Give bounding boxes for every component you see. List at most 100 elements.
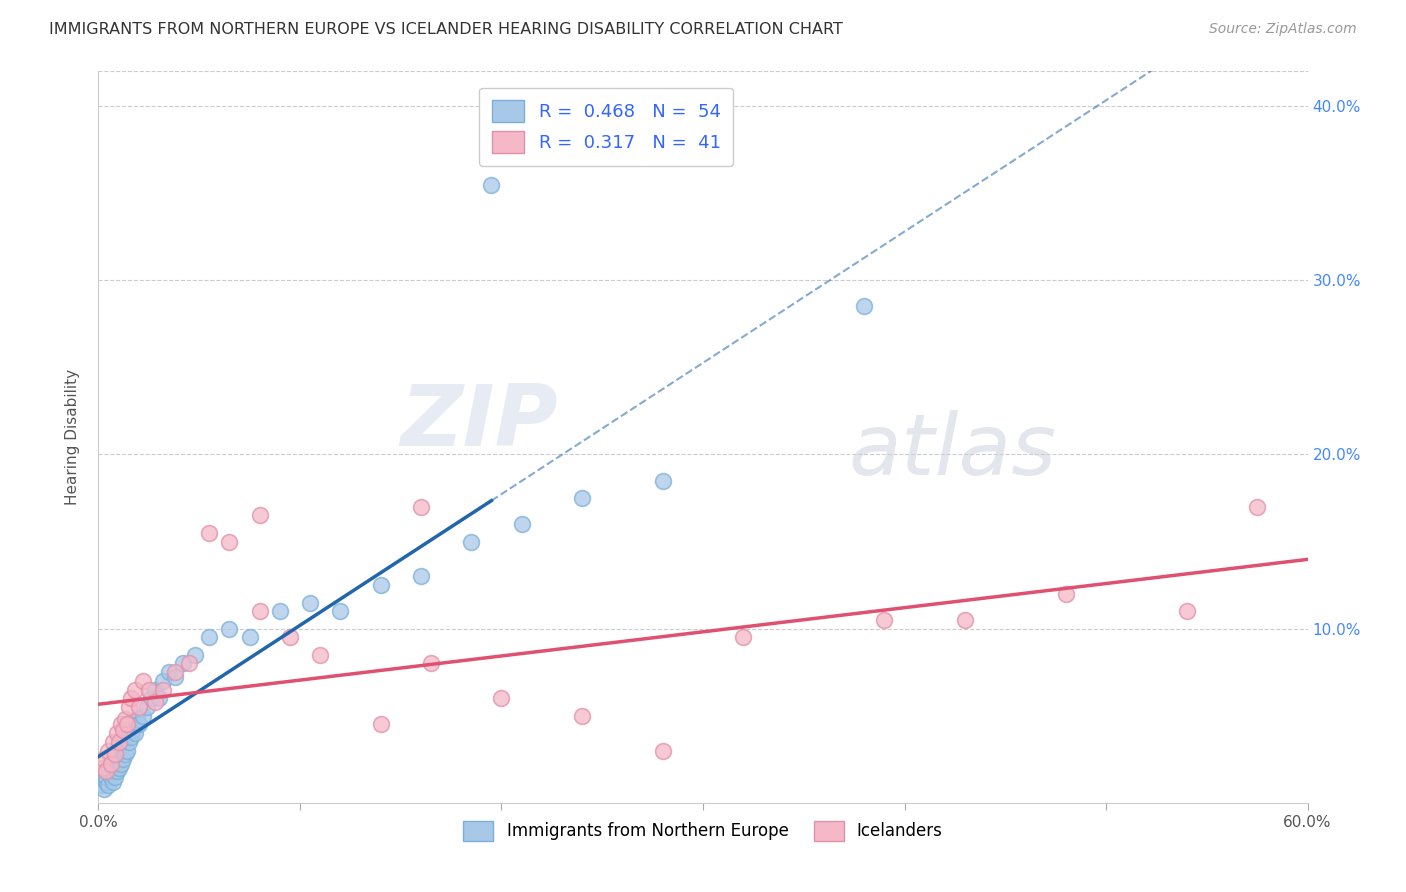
Point [152,673,174,688]
Point [96,770,118,784]
Point [132,708,155,723]
Point [218,534,240,549]
Point [198,631,221,645]
Point [299,595,322,609]
Point [118,735,141,749]
Point [651,474,673,488]
Point [110,717,132,731]
Text: ZIP: ZIP [401,381,558,464]
Point [96,775,118,789]
Point [1175,604,1198,618]
Point [953,613,976,627]
Point [121,723,143,737]
Point [120,730,142,744]
Point [278,631,301,645]
Point [105,764,128,779]
Text: Source: ZipAtlas.com: Source: ZipAtlas.com [1209,22,1357,37]
Point [101,764,124,779]
Point [107,743,129,757]
Point [103,770,125,784]
Point [111,735,134,749]
Point [152,682,174,697]
Point [148,691,170,706]
Point [163,670,186,684]
Legend: Immigrants from Northern Europe, Icelanders: Immigrants from Northern Europe, Iceland… [456,813,950,849]
Point [114,730,136,744]
Point [132,673,155,688]
Point [101,735,124,749]
Point [329,604,352,618]
Point [100,757,122,772]
Point [733,631,755,645]
Point [91,778,114,792]
Point [1246,500,1268,514]
Point [420,657,443,671]
Point [409,569,432,583]
Point [184,648,207,662]
Point [128,717,150,731]
Point [91,761,114,775]
Point [218,622,240,636]
Point [571,708,593,723]
Point [120,691,142,706]
Point [100,770,122,784]
Point [96,764,118,779]
Point [239,631,262,645]
Point [370,578,392,592]
Point [138,682,160,697]
Point [309,648,332,662]
Text: IMMIGRANTS FROM NORTHERN EUROPE VS ICELANDER HEARING DISABILITY CORRELATION CHAR: IMMIGRANTS FROM NORTHERN EUROPE VS ICELA… [49,22,844,37]
Point [163,665,186,680]
Point [651,743,673,757]
Point [249,508,271,523]
Point [97,778,120,792]
Point [105,747,128,761]
Point [100,752,122,766]
Text: atlas: atlas [848,410,1056,493]
Point [269,604,291,618]
Point [491,691,513,706]
Point [143,682,166,697]
Point [111,752,134,766]
Point [103,757,125,772]
Point [124,682,146,697]
Point [853,300,876,314]
Point [103,747,125,761]
Point [157,665,180,680]
Point [107,761,129,775]
Point [125,712,148,726]
Point [93,752,115,766]
Point [370,717,392,731]
Point [111,723,134,737]
Point [143,695,166,709]
Point [105,726,128,740]
Point [179,657,201,671]
Point [128,700,150,714]
Point [135,700,157,714]
Point [409,500,432,514]
Point [115,743,138,757]
Point [139,691,162,706]
Point [107,735,129,749]
Point [118,700,141,714]
Point [101,775,124,789]
Point [571,491,593,505]
Point [249,604,271,618]
Point [510,517,533,532]
Point [118,717,141,731]
Point [198,525,221,540]
Y-axis label: Hearing Disability: Hearing Disability [65,369,80,505]
Point [110,757,132,772]
Point [460,534,482,549]
Point [1054,587,1077,601]
Point [873,613,896,627]
Point [97,761,120,775]
Point [93,781,115,796]
Point [172,657,194,671]
Point [114,747,136,761]
Point [115,717,138,731]
Point [124,726,146,740]
Point [481,178,503,192]
Point [110,740,132,755]
Point [97,743,120,757]
